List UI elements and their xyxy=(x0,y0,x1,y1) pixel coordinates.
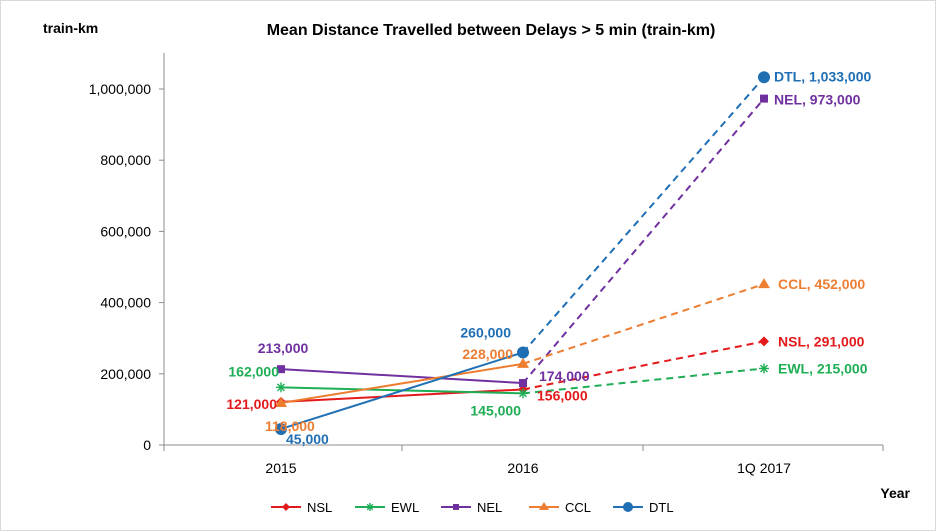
data-point-marker xyxy=(519,379,527,388)
data-point-marker xyxy=(275,396,287,407)
series-nel xyxy=(277,94,768,388)
data-label: 260,000 xyxy=(460,324,511,340)
data-point-marker xyxy=(517,357,529,368)
data-point-marker xyxy=(275,422,287,435)
data-label: NEL, 973,000 xyxy=(774,92,861,108)
legend: NSL EWL NEL CCL DTL xyxy=(271,500,674,515)
data-label: 118,000 xyxy=(265,418,315,434)
legend-label: CCL xyxy=(565,500,591,515)
data-point-marker xyxy=(760,94,768,103)
data-point-marker xyxy=(517,346,529,359)
data-label: 121,000 xyxy=(226,396,277,412)
chart-title: Mean Distance Travelled between Delays >… xyxy=(267,22,716,39)
data-point-marker xyxy=(277,365,285,374)
data-label: 156,000 xyxy=(537,387,588,403)
series-line-solid xyxy=(280,368,524,385)
series-line-projection xyxy=(522,97,765,384)
series-line-projection xyxy=(522,367,765,395)
data-point-marker xyxy=(623,502,633,512)
y-tick-label: 0 xyxy=(143,437,151,453)
data-label: 213,000 xyxy=(258,340,309,356)
data-point-marker xyxy=(453,504,459,510)
y-tick-label: 200,000 xyxy=(100,366,151,382)
data-label: 174,000 xyxy=(539,368,590,384)
y-tick-label: 1,000,000 xyxy=(89,81,151,97)
data-label: CCL, 452,000 xyxy=(778,276,865,292)
data-point-marker xyxy=(758,71,770,84)
legend-label: DTL xyxy=(649,500,674,515)
series-line-projection xyxy=(522,283,765,365)
data-point-marker xyxy=(518,388,528,399)
y-tick-label: 800,000 xyxy=(100,152,151,168)
x-tick-label: 2016 xyxy=(507,460,538,476)
data-label: 145,000 xyxy=(470,402,521,418)
data-label: 162,000 xyxy=(228,363,279,379)
legend-label: NEL xyxy=(477,500,502,515)
data-point-marker xyxy=(758,278,770,289)
legend-entry-ewl: EWL xyxy=(355,500,419,515)
y-tick-label: 400,000 xyxy=(100,295,151,311)
legend-label: NSL xyxy=(307,500,332,515)
series-dtl xyxy=(275,71,770,435)
series-line-projection xyxy=(522,340,765,391)
series-line-solid xyxy=(280,362,524,404)
x-tick-label: 1Q 2017 xyxy=(737,460,791,476)
x-tick-label: 2015 xyxy=(265,460,296,476)
legend-entry-nel: NEL xyxy=(441,500,502,515)
data-point-marker xyxy=(282,503,290,511)
data-point-marker xyxy=(539,502,549,510)
legend-entry-nsl: NSL xyxy=(271,500,332,515)
series-ccl xyxy=(275,278,770,407)
data-label: DTL, 1,033,000 xyxy=(774,68,871,84)
y-tick-label: 600,000 xyxy=(100,223,151,239)
legend-label: EWL xyxy=(391,500,419,515)
data-point-marker xyxy=(276,382,286,393)
legend-entry-ccl: CCL xyxy=(529,500,591,515)
data-point-marker xyxy=(759,336,769,347)
data-point-marker xyxy=(366,503,374,511)
series-line-solid xyxy=(280,351,524,430)
series-layer xyxy=(275,71,770,435)
axes: 0 200,000 400,000 600,000 800,000 1,000,000 20… xyxy=(89,53,884,476)
legend-entry-dtl: DTL xyxy=(613,500,674,515)
data-label: 228,000 xyxy=(462,346,513,362)
data-label: EWL, 215,000 xyxy=(778,360,868,376)
data-label: 45,000 xyxy=(286,431,329,447)
x-axis-title: Year xyxy=(880,485,910,501)
data-label-layer: 121,000 156,000 NSL, 291,000 162,000 145,000… xyxy=(226,68,871,447)
data-label: NSL, 291,000 xyxy=(778,333,865,349)
series-line-projection xyxy=(522,76,765,354)
y-axis-title: train-km xyxy=(43,20,98,36)
data-point-marker xyxy=(759,363,769,374)
